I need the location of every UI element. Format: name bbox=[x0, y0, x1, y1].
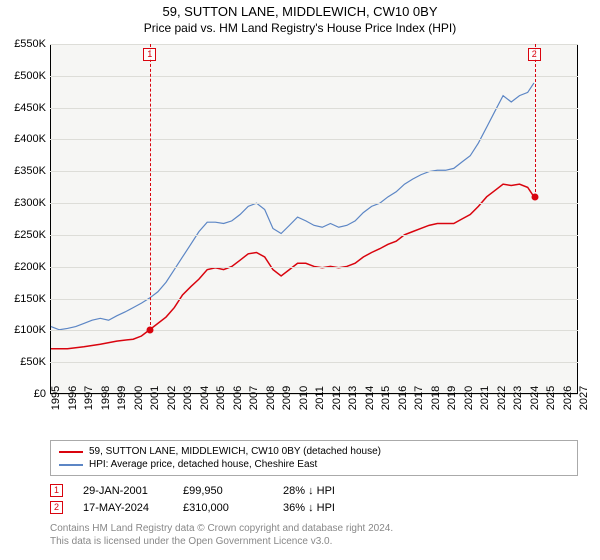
y-tick-label: £200K bbox=[0, 261, 46, 273]
gridline bbox=[50, 235, 578, 236]
marker-id-box: 2 bbox=[50, 501, 63, 514]
gridline bbox=[50, 299, 578, 300]
legend-label: 59, SUTTON LANE, MIDDLEWICH, CW10 0BY (d… bbox=[89, 446, 381, 457]
chart-container: 59, SUTTON LANE, MIDDLEWICH, CW10 0BY Pr… bbox=[0, 0, 600, 560]
x-tick-label: 2017 bbox=[413, 386, 425, 410]
x-tick-label: 2023 bbox=[512, 386, 524, 410]
x-tick-label: 2010 bbox=[298, 386, 310, 410]
x-tick-label: 2007 bbox=[248, 386, 260, 410]
legend-row: HPI: Average price, detached house, Ches… bbox=[59, 458, 569, 471]
y-tick-label: £0 bbox=[0, 388, 46, 400]
legend: 59, SUTTON LANE, MIDDLEWICH, CW10 0BY (d… bbox=[50, 440, 578, 548]
y-tick-label: £100K bbox=[0, 324, 46, 336]
marker-dashed-line bbox=[535, 44, 536, 197]
x-tick-label: 2021 bbox=[479, 386, 491, 410]
chart-title: 59, SUTTON LANE, MIDDLEWICH, CW10 0BY bbox=[0, 4, 600, 19]
table-row: 2 17-MAY-2024 £310,000 36% ↓ HPI bbox=[50, 499, 578, 516]
titles: 59, SUTTON LANE, MIDDLEWICH, CW10 0BY Pr… bbox=[0, 0, 600, 35]
x-tick-label: 2027 bbox=[578, 386, 590, 410]
y-tick-label: £450K bbox=[0, 102, 46, 114]
legend-row: 59, SUTTON LANE, MIDDLEWICH, CW10 0BY (d… bbox=[59, 445, 569, 458]
marker-table: 1 29-JAN-2001 £99,950 28% ↓ HPI 2 17-MAY… bbox=[50, 482, 578, 516]
gridline bbox=[50, 171, 578, 172]
chart-subtitle: Price paid vs. HM Land Registry's House … bbox=[0, 21, 600, 35]
footnote: Contains HM Land Registry data © Crown c… bbox=[50, 522, 578, 548]
x-tick-label: 2020 bbox=[463, 386, 475, 410]
y-tick-label: £250K bbox=[0, 229, 46, 241]
marker-id-box: 1 bbox=[50, 484, 63, 497]
legend-swatch bbox=[59, 451, 83, 453]
x-tick-label: 2025 bbox=[545, 386, 557, 410]
x-tick-label: 1995 bbox=[50, 386, 62, 410]
x-tick-label: 2002 bbox=[166, 386, 178, 410]
y-tick-label: £300K bbox=[0, 197, 46, 209]
gridline bbox=[50, 139, 578, 140]
series-line-blue bbox=[51, 83, 534, 330]
x-tick-label: 2004 bbox=[199, 386, 211, 410]
marker-dashed-line bbox=[150, 44, 151, 330]
gridline bbox=[50, 76, 578, 77]
x-tick-label: 2016 bbox=[397, 386, 409, 410]
y-tick-label: £400K bbox=[0, 133, 46, 145]
y-tick-label: £150K bbox=[0, 293, 46, 305]
y-tick-label: £500K bbox=[0, 70, 46, 82]
marker-delta: 36% ↓ HPI bbox=[283, 502, 363, 514]
chart-svg bbox=[51, 45, 577, 393]
legend-swatch bbox=[59, 464, 83, 466]
gridline bbox=[50, 203, 578, 204]
x-tick-label: 2005 bbox=[215, 386, 227, 410]
x-tick-label: 2026 bbox=[562, 386, 574, 410]
marker-delta: 28% ↓ HPI bbox=[283, 485, 363, 497]
x-tick-label: 2001 bbox=[149, 386, 161, 410]
x-tick-label: 2019 bbox=[446, 386, 458, 410]
y-tick-label: £50K bbox=[0, 356, 46, 368]
y-tick-label: £550K bbox=[0, 38, 46, 50]
x-tick-label: 2000 bbox=[133, 386, 145, 410]
x-tick-label: 2015 bbox=[380, 386, 392, 410]
x-tick-label: 1997 bbox=[83, 386, 95, 410]
plot-area bbox=[50, 44, 578, 394]
x-tick-label: 2008 bbox=[265, 386, 277, 410]
x-tick-label: 1998 bbox=[100, 386, 112, 410]
x-tick-label: 1996 bbox=[67, 386, 79, 410]
marker-dot bbox=[147, 327, 154, 334]
marker-dot bbox=[531, 193, 538, 200]
marker-box: 1 bbox=[143, 48, 156, 61]
gridline bbox=[50, 108, 578, 109]
footnote-line: Contains HM Land Registry data © Crown c… bbox=[50, 522, 578, 535]
gridline bbox=[50, 330, 578, 331]
table-row: 1 29-JAN-2001 £99,950 28% ↓ HPI bbox=[50, 482, 578, 499]
gridline bbox=[50, 44, 578, 45]
x-tick-label: 2013 bbox=[347, 386, 359, 410]
x-tick-label: 1999 bbox=[116, 386, 128, 410]
legend-box: 59, SUTTON LANE, MIDDLEWICH, CW10 0BY (d… bbox=[50, 440, 578, 476]
marker-box: 2 bbox=[528, 48, 541, 61]
x-tick-label: 2006 bbox=[232, 386, 244, 410]
footnote-line: This data is licensed under the Open Gov… bbox=[50, 535, 578, 548]
x-tick-label: 2014 bbox=[364, 386, 376, 410]
gridline bbox=[50, 362, 578, 363]
x-tick-label: 2018 bbox=[430, 386, 442, 410]
legend-label: HPI: Average price, detached house, Ches… bbox=[89, 459, 317, 470]
x-tick-label: 2011 bbox=[314, 386, 326, 410]
gridline bbox=[50, 267, 578, 268]
x-tick-label: 2003 bbox=[182, 386, 194, 410]
x-tick-label: 2009 bbox=[281, 386, 293, 410]
marker-date: 29-JAN-2001 bbox=[83, 485, 163, 497]
x-tick-label: 2012 bbox=[331, 386, 343, 410]
y-tick-label: £350K bbox=[0, 165, 46, 177]
marker-price: £99,950 bbox=[183, 485, 263, 497]
marker-date: 17-MAY-2024 bbox=[83, 502, 163, 514]
x-tick-label: 2022 bbox=[496, 386, 508, 410]
marker-price: £310,000 bbox=[183, 502, 263, 514]
x-tick-label: 2024 bbox=[529, 386, 541, 410]
